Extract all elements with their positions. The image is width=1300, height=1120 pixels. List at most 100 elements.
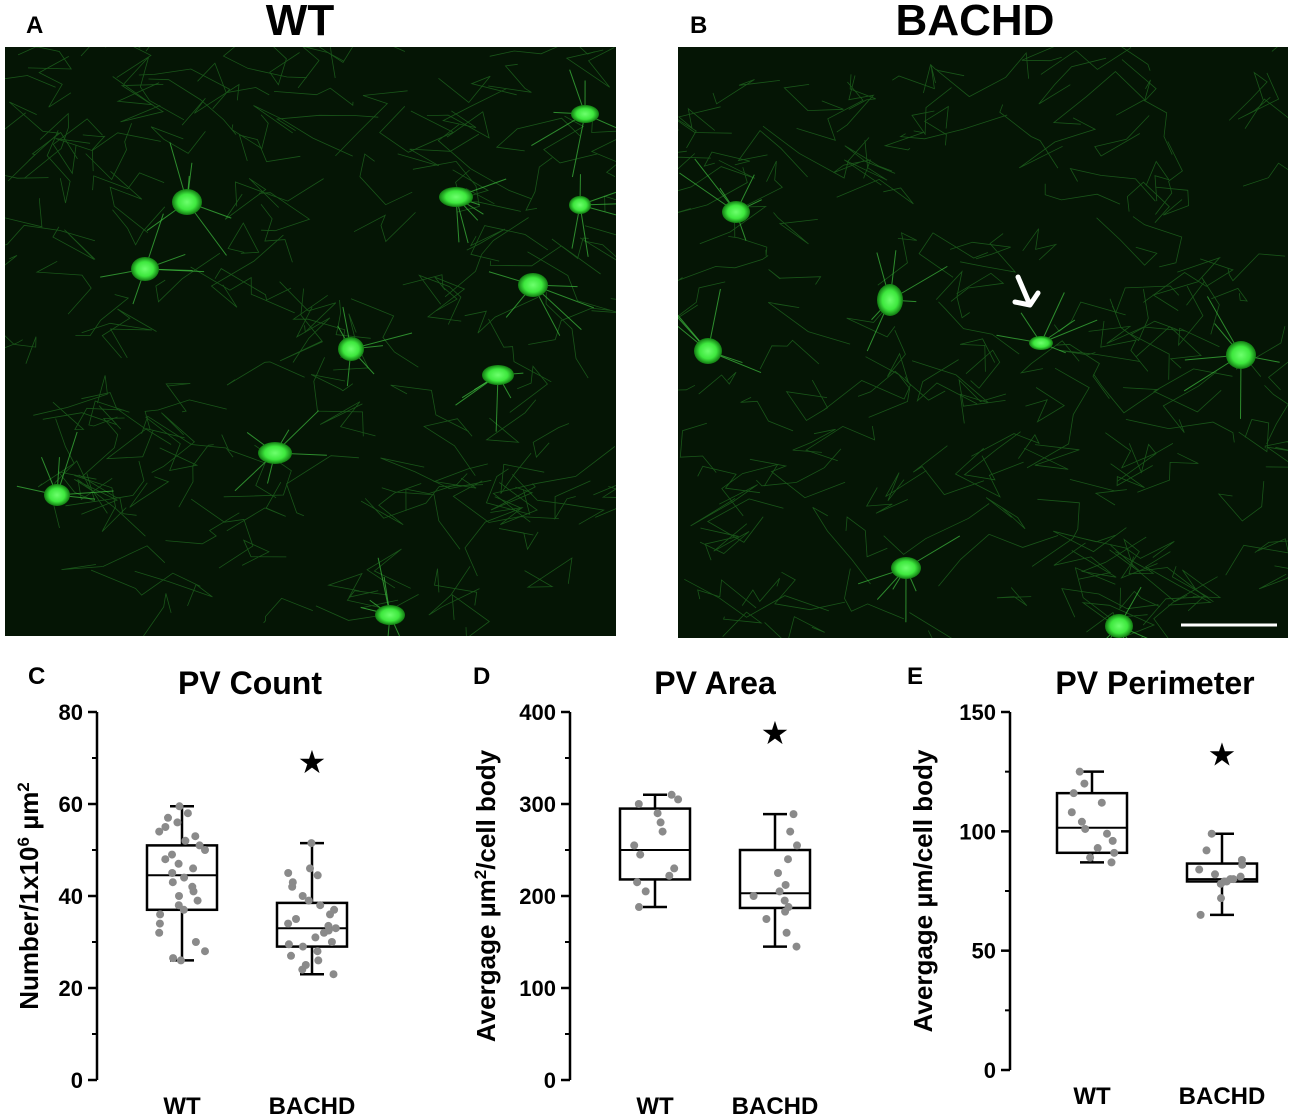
data-point <box>1196 910 1205 919</box>
data-point <box>298 965 307 974</box>
data-point <box>195 841 204 850</box>
chart-pv-perimeter: PV Perimeter 0 50 100 150 Avergage µm/cell bo… <box>870 650 1300 1120</box>
y-axis-title: Number/1x106 µm2 <box>14 782 45 1010</box>
data-point <box>1217 894 1225 903</box>
y-tick-label: 50 <box>972 939 996 964</box>
y-tick-label: 100 <box>519 976 556 1001</box>
micrograph-bachd <box>678 47 1288 638</box>
data-point <box>1216 879 1225 888</box>
box-wt <box>618 790 692 912</box>
pv-cell-body <box>569 174 616 257</box>
data-point <box>1075 767 1084 776</box>
x-category-label: BACHD <box>269 1093 356 1120</box>
data-point <box>168 878 177 887</box>
data-point <box>298 892 307 900</box>
data-point <box>326 910 334 919</box>
data-point <box>180 873 189 882</box>
data-point <box>314 956 323 965</box>
data-point <box>191 938 200 946</box>
data-point <box>175 802 184 811</box>
panel-label-e: E <box>907 663 924 690</box>
pv-cell-body <box>488 271 595 336</box>
data-point <box>780 896 789 905</box>
data-point <box>1097 798 1106 807</box>
pv-cell-body <box>455 365 524 432</box>
panel-label-d: D <box>473 663 491 690</box>
data-point <box>792 942 801 951</box>
data-point <box>155 928 164 937</box>
significance-star-icon: ★ <box>761 714 790 752</box>
data-point <box>1069 789 1078 798</box>
box-iqr <box>1055 791 1129 855</box>
pv-cell-body <box>857 535 961 623</box>
neurite-fibers <box>5 47 616 636</box>
data-point <box>155 919 164 928</box>
chart-title: PV Perimeter <box>1055 665 1254 701</box>
data-point <box>1202 846 1211 855</box>
data-point <box>176 956 185 965</box>
image-title-wt: WT <box>265 0 335 45</box>
pv-cell-body <box>439 178 507 244</box>
pv-cell-body <box>1183 296 1280 419</box>
pv-cell-body <box>1105 586 1148 638</box>
data-point <box>634 800 643 808</box>
data-point <box>313 947 322 956</box>
data-point <box>781 880 790 889</box>
data-point <box>298 942 307 951</box>
data-point <box>1108 836 1117 845</box>
pv-cell-body <box>679 158 762 241</box>
data-point <box>306 864 314 873</box>
data-point <box>1207 829 1216 838</box>
pv-cell-body <box>866 250 948 352</box>
box-iqr <box>618 807 692 881</box>
y-tick-label: 0 <box>984 1058 996 1083</box>
data-point <box>1103 829 1111 838</box>
data-point <box>175 892 183 900</box>
chart-title: PV Area <box>654 665 776 701</box>
y-tick-label: 200 <box>519 884 556 909</box>
box-wt <box>145 802 219 965</box>
panel-label-b: B <box>690 12 708 39</box>
data-point <box>161 855 170 864</box>
data-point <box>183 809 192 818</box>
data-point <box>292 915 300 923</box>
data-point <box>313 871 322 880</box>
tissue-background <box>5 47 616 636</box>
data-point <box>191 832 200 841</box>
y-tick-label: 40 <box>59 884 83 909</box>
data-point <box>789 810 798 819</box>
data-point <box>174 859 183 868</box>
image-title-bachd: BACHD <box>895 0 1055 45</box>
data-point <box>316 901 325 910</box>
data-point <box>762 915 771 923</box>
data-point <box>156 910 165 919</box>
pv-cell-body <box>234 410 327 492</box>
box-bachd <box>738 810 812 951</box>
data-point <box>786 827 795 836</box>
y-tick-label: 400 <box>519 700 556 725</box>
pv-cell-body <box>16 431 114 506</box>
data-point <box>1110 848 1119 857</box>
data-point <box>1081 824 1090 833</box>
data-point <box>329 970 338 979</box>
box-wt <box>1055 767 1129 867</box>
data-point <box>201 947 209 956</box>
pv-cell-body <box>678 288 762 374</box>
y-axis-title: Avergage µm2/cell body <box>471 749 502 1042</box>
data-point <box>284 940 293 949</box>
significance-star-icon: ★ <box>1208 736 1237 774</box>
data-point <box>164 813 172 822</box>
y-tick-label: 80 <box>59 700 83 725</box>
y-tick-label: 60 <box>59 792 83 817</box>
data-point <box>1077 817 1086 826</box>
data-point <box>320 928 328 937</box>
panel-label-a: A <box>26 12 44 39</box>
data-point <box>327 938 336 946</box>
chart-pv-area: PV Area 0 100 200 300 400 Avergage µm2/cell bo… <box>440 650 870 1120</box>
data-point <box>641 887 650 896</box>
micrograph-bachd-canvas <box>678 47 1288 638</box>
x-category-label: WT <box>1073 1083 1111 1110</box>
data-point <box>193 896 202 905</box>
data-point <box>774 869 782 877</box>
data-point <box>189 887 198 896</box>
